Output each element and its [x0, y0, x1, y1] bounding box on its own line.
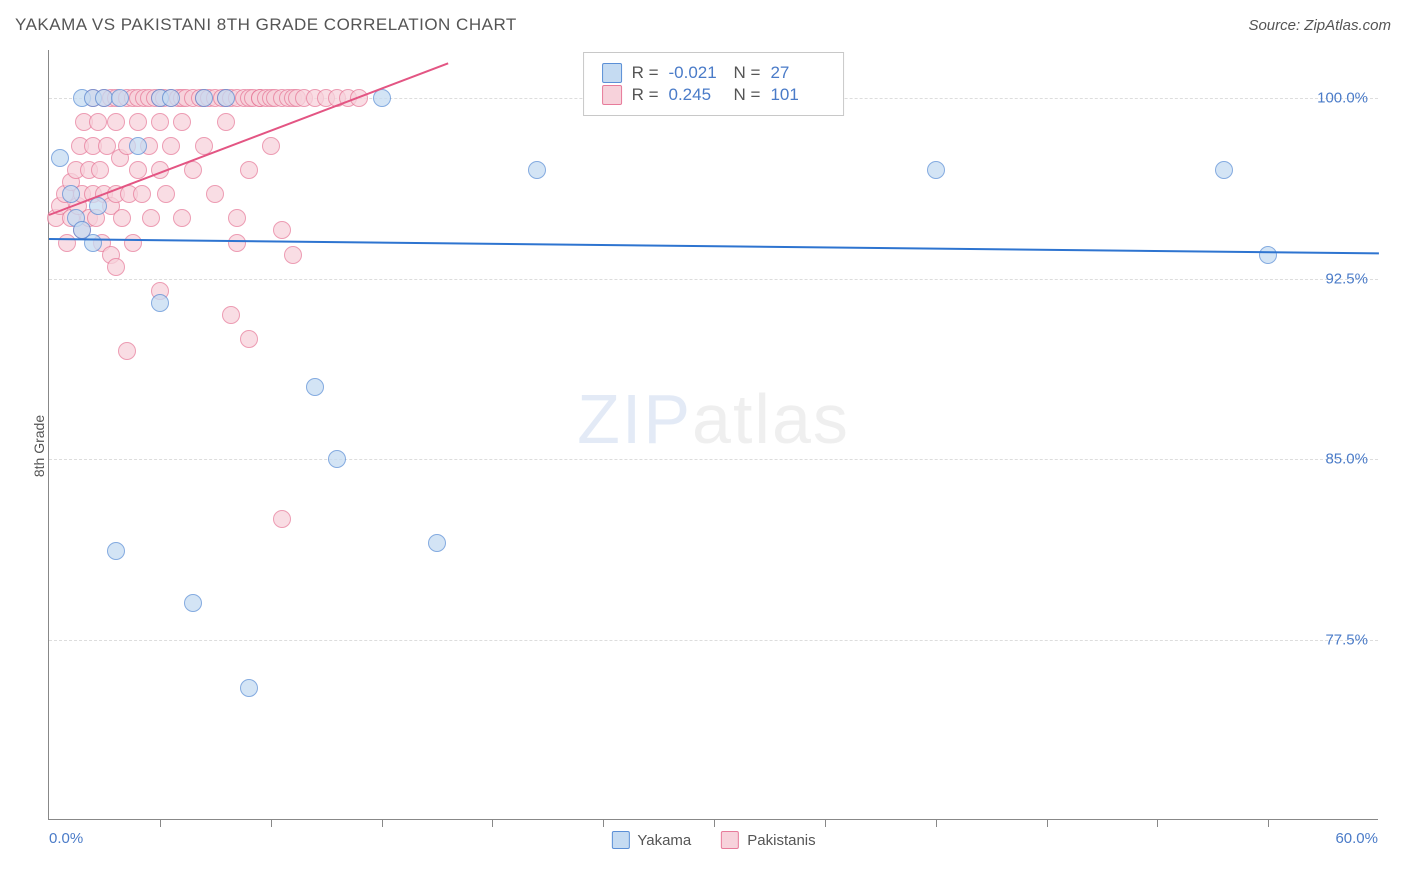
- legend-item-yakama[interactable]: Yakama: [611, 831, 691, 849]
- watermark: ZIPatlas: [577, 379, 850, 459]
- scatter-point-yakama: [1215, 161, 1233, 179]
- scatter-point-pakistanis: [173, 209, 191, 227]
- x-tick: [936, 819, 937, 827]
- x-tick: [1047, 819, 1048, 827]
- scatter-point-yakama: [51, 149, 69, 167]
- y-axis-label: 8th Grade: [31, 415, 47, 477]
- scatter-point-pakistanis: [142, 209, 160, 227]
- scatter-point-yakama: [240, 679, 258, 697]
- legend-swatch-yakama: [611, 831, 629, 849]
- scatter-point-yakama: [195, 89, 213, 107]
- legend: Yakama Pakistanis: [611, 831, 815, 849]
- gridline: [49, 279, 1378, 280]
- stats-n-value: 101: [770, 85, 825, 105]
- stats-swatch-pakistanis: [602, 85, 622, 105]
- stats-n-value: 27: [770, 63, 825, 83]
- scatter-point-yakama: [1259, 246, 1277, 264]
- watermark-zip: ZIP: [577, 380, 692, 458]
- scatter-point-pakistanis: [124, 234, 142, 252]
- x-axis-min-label: 0.0%: [49, 830, 83, 847]
- scatter-point-pakistanis: [262, 137, 280, 155]
- scatter-point-yakama: [129, 137, 147, 155]
- trend-line-yakama: [49, 238, 1379, 254]
- scatter-point-pakistanis: [228, 234, 246, 252]
- scatter-point-pakistanis: [129, 113, 147, 131]
- correlation-stats-box: R = -0.021 N = 27 R = 0.245 N = 101: [583, 52, 845, 116]
- scatter-point-pakistanis: [58, 234, 76, 252]
- stats-r-label: R =: [632, 63, 659, 83]
- x-tick: [382, 819, 383, 827]
- legend-swatch-pakistanis: [721, 831, 739, 849]
- x-axis-max-label: 60.0%: [1335, 830, 1378, 847]
- chart-title: YAKAMA VS PAKISTANI 8TH GRADE CORRELATIO…: [15, 15, 517, 35]
- x-tick: [714, 819, 715, 827]
- legend-item-pakistanis[interactable]: Pakistanis: [721, 831, 815, 849]
- scatter-point-pakistanis: [157, 185, 175, 203]
- scatter-point-pakistanis: [240, 161, 258, 179]
- scatter-point-pakistanis: [273, 221, 291, 239]
- scatter-point-pakistanis: [228, 209, 246, 227]
- x-tick: [492, 819, 493, 827]
- x-tick: [1157, 819, 1158, 827]
- scatter-point-pakistanis: [273, 510, 291, 528]
- scatter-point-pakistanis: [133, 185, 151, 203]
- stats-r-label: R =: [632, 85, 659, 105]
- stats-n-label: N =: [734, 63, 761, 83]
- scatter-point-pakistanis: [151, 113, 169, 131]
- legend-label: Pakistanis: [747, 832, 815, 849]
- gridline: [49, 640, 1378, 641]
- scatter-point-yakama: [73, 221, 91, 239]
- x-tick: [160, 819, 161, 827]
- chart-plot-area: ZIPatlas R = -0.021 N = 27 R = 0.245 N =…: [48, 50, 1378, 820]
- scatter-point-yakama: [428, 534, 446, 552]
- scatter-point-yakama: [306, 378, 324, 396]
- scatter-point-pakistanis: [222, 306, 240, 324]
- stats-row-pakistanis: R = 0.245 N = 101: [602, 85, 826, 105]
- x-tick: [1268, 819, 1269, 827]
- x-tick: [603, 819, 604, 827]
- scatter-point-pakistanis: [91, 161, 109, 179]
- scatter-point-yakama: [151, 294, 169, 312]
- stats-r-value: -0.021: [669, 63, 724, 83]
- x-tick: [271, 819, 272, 827]
- scatter-point-pakistanis: [107, 258, 125, 276]
- scatter-point-pakistanis: [113, 209, 131, 227]
- scatter-point-pakistanis: [184, 161, 202, 179]
- x-tick: [825, 819, 826, 827]
- y-tick-label: 85.0%: [1325, 451, 1368, 468]
- watermark-atlas: atlas: [692, 380, 850, 458]
- scatter-point-pakistanis: [107, 113, 125, 131]
- scatter-point-yakama: [184, 594, 202, 612]
- stats-swatch-yakama: [602, 63, 622, 83]
- gridline: [49, 459, 1378, 460]
- stats-r-value: 0.245: [669, 85, 724, 105]
- chart-source: Source: ZipAtlas.com: [1248, 17, 1391, 34]
- y-tick-label: 77.5%: [1325, 631, 1368, 648]
- y-tick-label: 100.0%: [1317, 90, 1368, 107]
- scatter-point-yakama: [89, 197, 107, 215]
- scatter-point-pakistanis: [206, 185, 224, 203]
- stats-row-yakama: R = -0.021 N = 27: [602, 63, 826, 83]
- scatter-point-yakama: [328, 450, 346, 468]
- scatter-point-yakama: [107, 542, 125, 560]
- scatter-point-yakama: [927, 161, 945, 179]
- chart-header: YAKAMA VS PAKISTANI 8TH GRADE CORRELATIO…: [15, 15, 1391, 35]
- scatter-point-pakistanis: [173, 113, 191, 131]
- scatter-point-pakistanis: [89, 113, 107, 131]
- scatter-point-yakama: [528, 161, 546, 179]
- scatter-point-yakama: [111, 89, 129, 107]
- scatter-point-yakama: [162, 89, 180, 107]
- stats-n-label: N =: [734, 85, 761, 105]
- scatter-point-pakistanis: [162, 137, 180, 155]
- scatter-point-pakistanis: [217, 113, 235, 131]
- scatter-point-pakistanis: [284, 246, 302, 264]
- scatter-point-pakistanis: [118, 342, 136, 360]
- scatter-point-pakistanis: [240, 330, 258, 348]
- scatter-point-yakama: [217, 89, 235, 107]
- y-tick-label: 92.5%: [1325, 270, 1368, 287]
- scatter-point-yakama: [62, 185, 80, 203]
- legend-label: Yakama: [637, 832, 691, 849]
